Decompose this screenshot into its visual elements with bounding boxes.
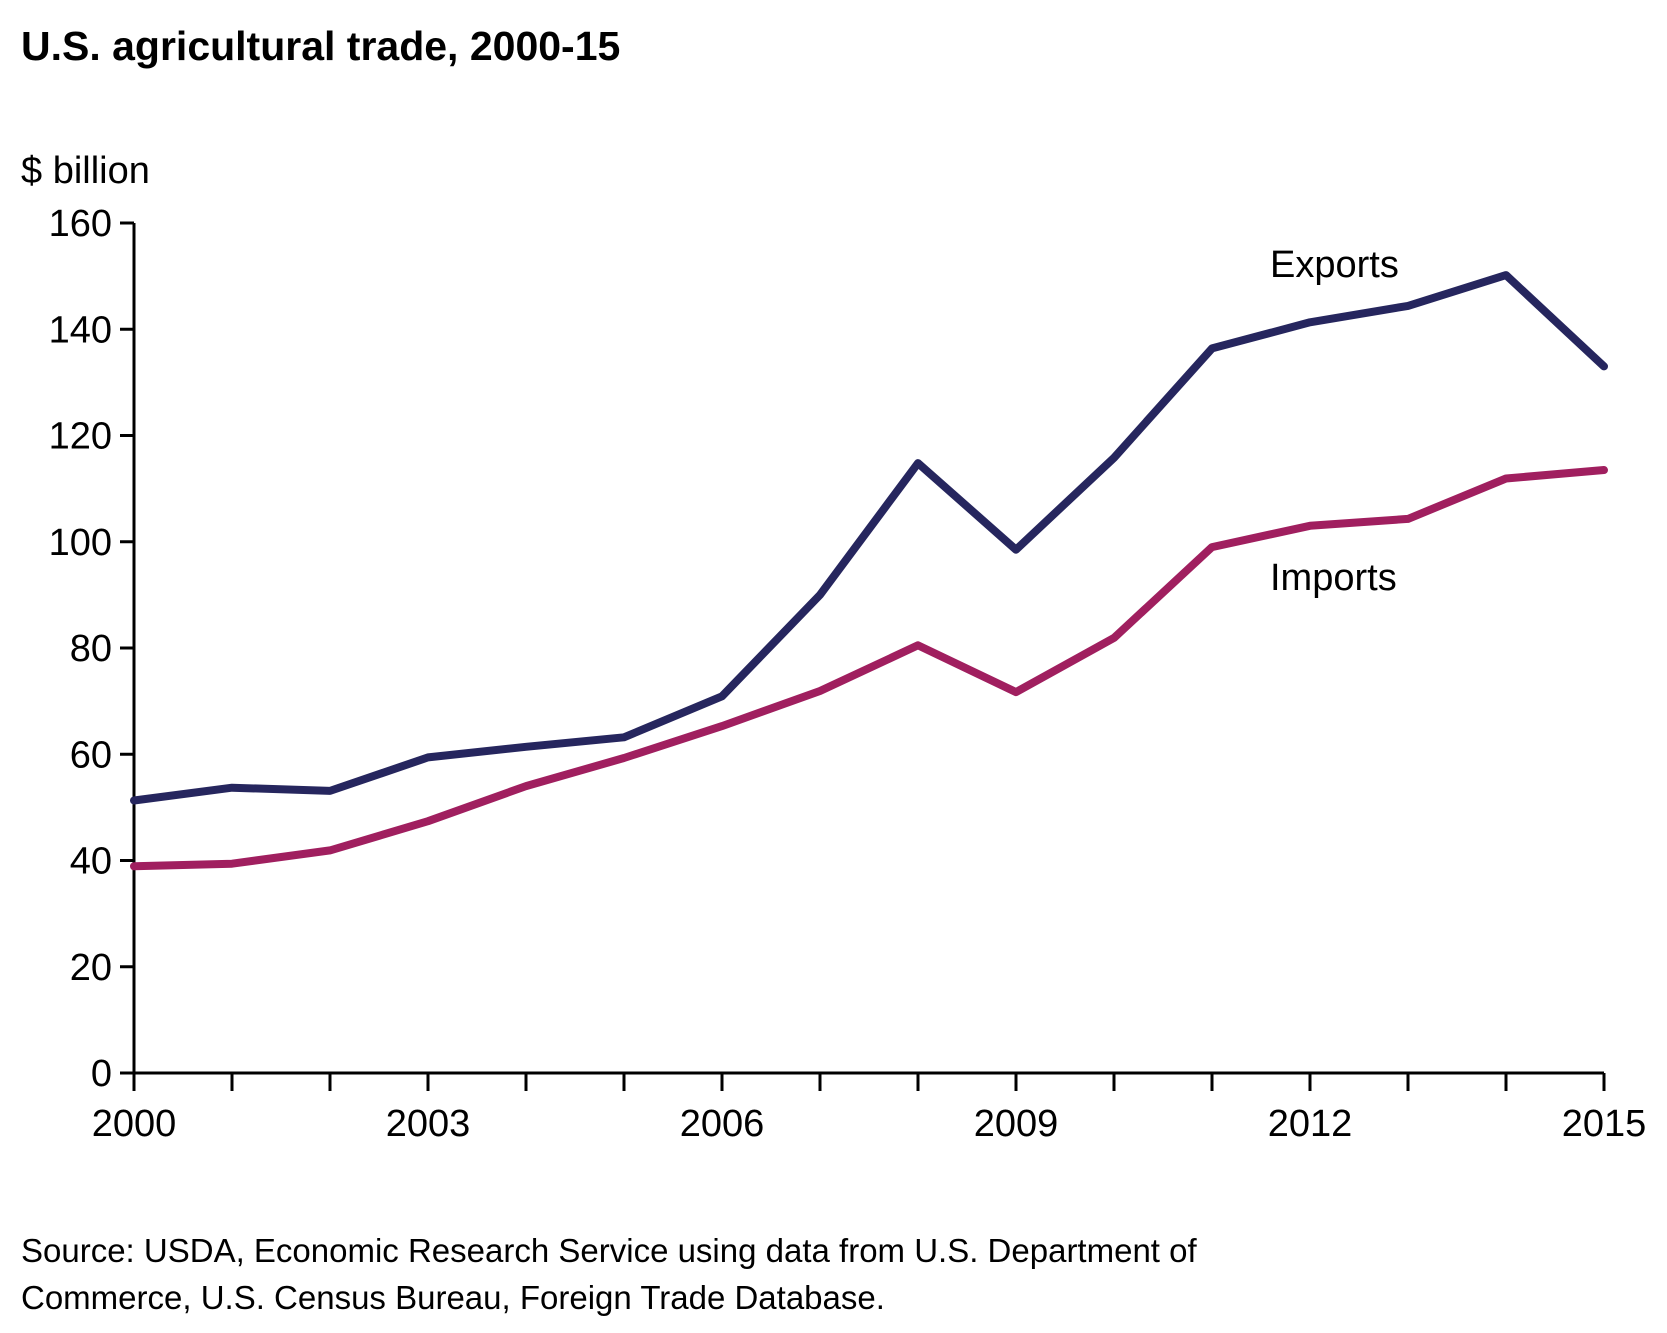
y-tick-label: 80 [70,628,112,670]
y-axis-unit-label: $ billion [21,150,150,192]
y-tick-label: 60 [70,734,112,776]
x-axis: 2000 2003 2006 2009 2012 2015 [92,1071,1647,1145]
y-tick-label: 40 [70,841,112,883]
x-tick-label: 2009 [974,1103,1059,1145]
y-tick-label: 100 [49,522,112,564]
x-tick-label: 2006 [680,1103,765,1145]
chart-title: U.S. agricultural trade, 2000-15 [21,23,620,69]
y-tick-label: 120 [49,416,112,458]
y-tick-label: 20 [70,947,112,989]
y-axis: 0 20 40 60 80 100 120 140 160 [49,203,136,1095]
series-line-imports [130,466,1608,871]
x-tick-label: 2003 [386,1103,471,1145]
series-labels: Exports Imports [1270,244,1399,599]
series-label-exports: Exports [1270,244,1399,286]
series-lines [130,271,1608,871]
x-tick-label: 2000 [92,1103,177,1145]
source-note-line-1: Source: USDA, Economic Research Service … [21,1232,1197,1269]
y-tick-label: 160 [49,203,112,245]
source-note-line-2: Commerce, U.S. Census Bureau, Foreign Tr… [21,1279,885,1316]
x-tick-label: 2012 [1268,1103,1353,1145]
series-line-exports [130,271,1608,805]
y-tick-label: 0 [91,1053,112,1095]
x-tick-label: 2015 [1562,1103,1647,1145]
series-label-imports: Imports [1270,557,1397,599]
y-tick-label: 140 [49,309,112,351]
